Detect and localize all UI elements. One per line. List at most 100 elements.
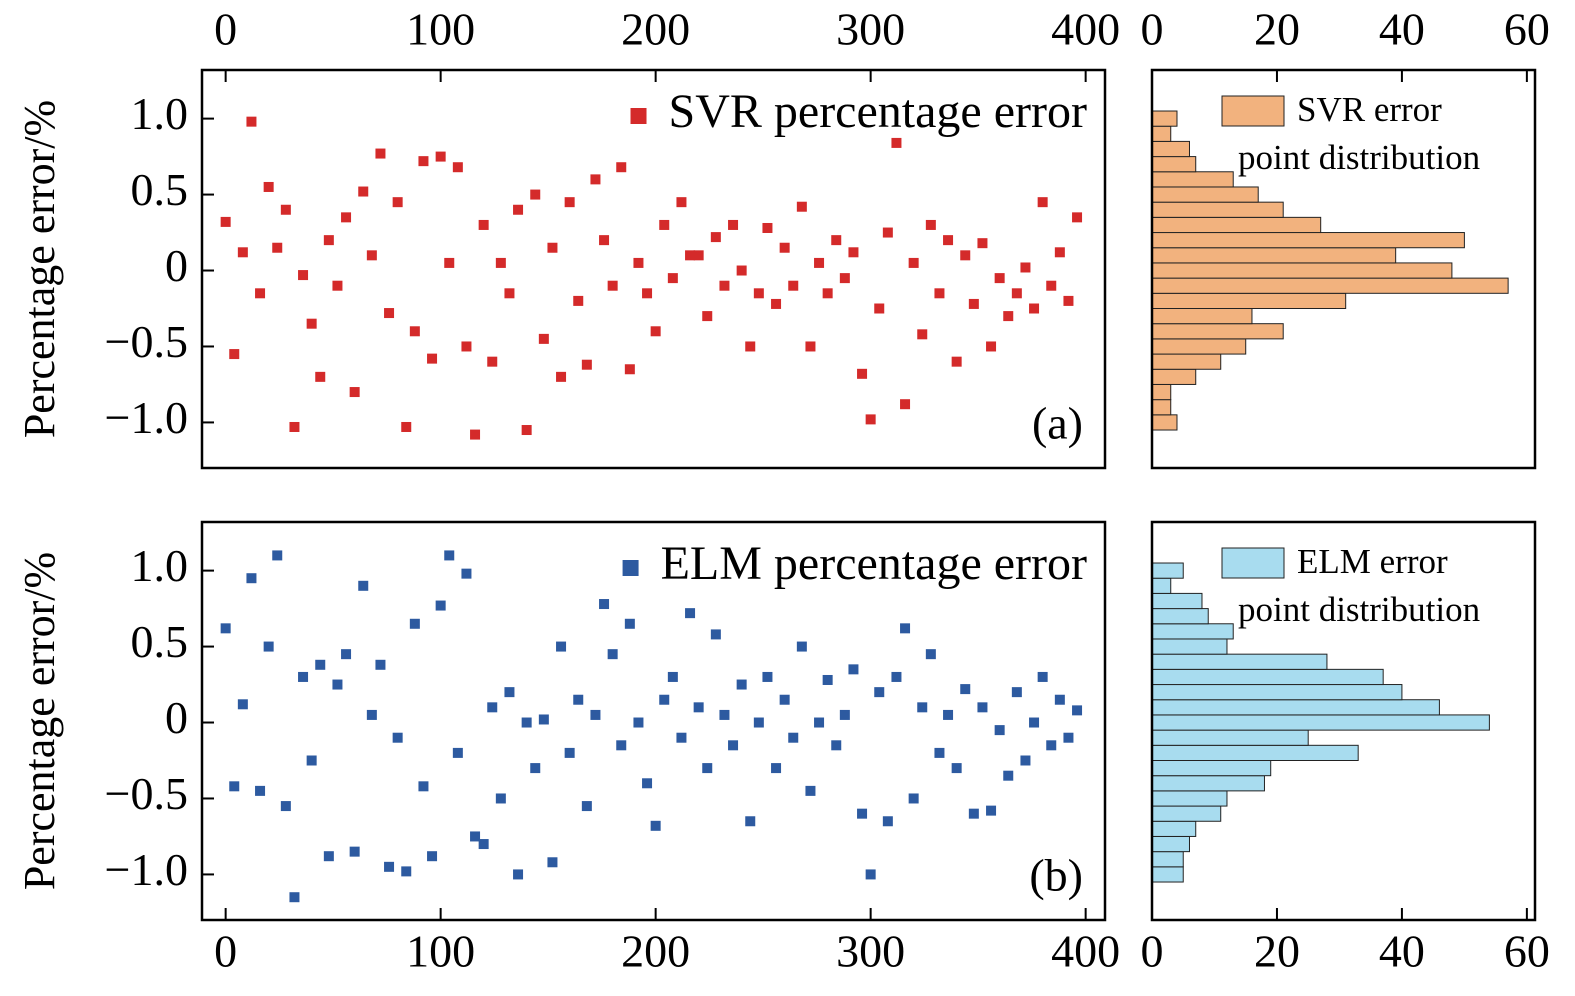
point — [676, 732, 687, 743]
bar — [1151, 140, 1190, 158]
x-tick-label: 100 — [406, 926, 475, 977]
bar — [1151, 353, 1222, 370]
point — [831, 235, 842, 246]
bar — [1151, 684, 1403, 701]
point — [573, 694, 584, 705]
point — [487, 356, 498, 367]
point — [521, 425, 532, 436]
point — [994, 273, 1005, 284]
point — [341, 649, 352, 660]
point — [779, 694, 790, 705]
point — [1003, 770, 1014, 781]
legend-marker — [622, 560, 639, 576]
bar — [1151, 383, 1172, 401]
point — [1063, 295, 1074, 306]
panel-label: (a) — [1032, 398, 1083, 449]
x-tick-label: 0 — [1141, 926, 1164, 977]
point — [917, 702, 928, 713]
point — [917, 329, 928, 340]
bar — [1151, 699, 1440, 716]
point — [547, 242, 558, 253]
point — [753, 717, 764, 728]
point — [753, 288, 764, 299]
point — [263, 641, 274, 652]
point — [1046, 280, 1057, 291]
point — [435, 600, 446, 611]
bar — [1151, 729, 1309, 746]
point — [289, 421, 300, 432]
point — [280, 801, 291, 812]
point — [762, 671, 773, 682]
axes-frame — [200, 520, 1107, 922]
point — [908, 793, 919, 804]
point — [435, 151, 446, 162]
bar — [1151, 110, 1178, 127]
point — [659, 219, 670, 230]
point — [771, 763, 782, 774]
point — [1029, 303, 1040, 314]
legend-label: ELM error point distribution — [1238, 542, 1481, 629]
point — [710, 232, 721, 243]
point — [874, 303, 885, 314]
point — [444, 257, 455, 268]
bar — [1151, 338, 1247, 355]
point — [246, 116, 257, 127]
bar — [1151, 216, 1322, 234]
point — [521, 717, 532, 728]
point — [676, 197, 687, 208]
point — [590, 174, 601, 185]
point — [384, 308, 395, 319]
y-tick-label: −0.5 — [105, 316, 188, 367]
point — [805, 785, 816, 796]
bar — [1151, 277, 1509, 294]
bar — [1151, 414, 1178, 431]
point — [650, 326, 661, 337]
point — [762, 222, 773, 233]
point — [272, 550, 283, 561]
point — [461, 568, 472, 579]
point — [633, 717, 644, 728]
point — [375, 659, 386, 670]
point — [306, 755, 317, 766]
point — [418, 781, 429, 792]
point — [564, 747, 575, 758]
point — [667, 273, 678, 284]
x-tick-label: 100 — [406, 4, 475, 55]
point — [478, 839, 489, 850]
point — [289, 892, 300, 903]
x-tick-label: 0 — [1141, 4, 1164, 55]
point — [504, 288, 515, 299]
point — [366, 250, 377, 261]
x-tick-label: 60 — [1504, 4, 1550, 55]
point — [487, 702, 498, 713]
point — [693, 702, 704, 713]
point — [788, 732, 799, 743]
y-axis-label: Percentage error/% — [15, 552, 64, 890]
point — [341, 212, 352, 223]
point — [986, 805, 997, 816]
point — [409, 326, 420, 337]
point — [805, 341, 816, 352]
point — [986, 341, 997, 352]
point — [771, 298, 782, 309]
point — [306, 318, 317, 329]
point — [839, 273, 850, 284]
point — [951, 356, 962, 367]
point — [427, 353, 438, 364]
point — [237, 699, 248, 710]
point — [633, 257, 644, 268]
bar — [1151, 714, 1490, 731]
point — [409, 618, 420, 629]
point — [702, 311, 713, 322]
point — [323, 235, 334, 246]
bar — [1151, 820, 1197, 837]
axes-frame — [1150, 68, 1537, 470]
point — [624, 364, 635, 375]
point — [349, 387, 360, 398]
point — [366, 709, 377, 720]
point — [332, 679, 343, 690]
point — [452, 162, 463, 173]
legend-label: SVR error point distribution — [1238, 90, 1481, 177]
point — [513, 204, 524, 215]
point — [728, 219, 739, 230]
